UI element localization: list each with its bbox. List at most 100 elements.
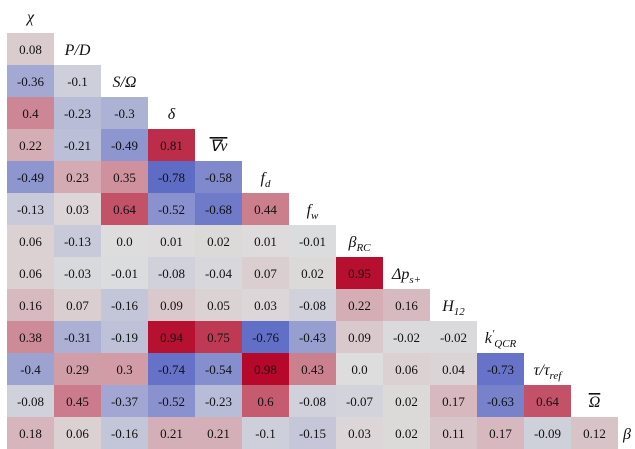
heatmap-cell [7, 161, 54, 193]
cell-value-label: -0.78 [158, 170, 185, 185]
cell-value-label: -0.08 [158, 266, 185, 281]
cell-value-label: 0.07 [66, 298, 89, 313]
cell-value-label: 0.3 [116, 362, 132, 377]
cell-value-label: 0.01 [254, 234, 277, 249]
heatmap-cell [7, 417, 54, 449]
variable-label: Δps+ [391, 266, 421, 286]
variable-label: S/Ω [112, 74, 136, 91]
cell-value-label: -0.09 [534, 426, 561, 441]
heatmap-cell [242, 257, 289, 289]
heatmap-cell [7, 129, 54, 161]
cell-value-label: 0.95 [348, 266, 371, 281]
heatmap-cell [383, 321, 430, 353]
cell-value-label: -0.68 [205, 202, 232, 217]
cell-value-label: -0.54 [205, 362, 233, 377]
cell-value-label: 0.06 [395, 362, 418, 377]
heatmap-cell [54, 129, 101, 161]
heatmap-cell [383, 385, 430, 417]
heatmap-cell [54, 65, 101, 97]
heatmap-cell [54, 385, 101, 417]
heatmap-cell [524, 417, 571, 449]
variable-label: P/D [64, 42, 91, 59]
cell-value-label: 0.45 [66, 394, 89, 409]
cell-value-label: -0.01 [299, 234, 326, 249]
variable-label: fd [261, 170, 271, 190]
cell-value-label: 0.02 [395, 426, 418, 441]
cell-value-label: -0.37 [111, 394, 139, 409]
heatmap-cell [242, 417, 289, 449]
heatmap-cell [101, 385, 148, 417]
heatmap-cell [148, 353, 195, 385]
heatmap-cell [289, 385, 336, 417]
cell-value-label: 0.17 [489, 426, 512, 441]
heatmap-cell [430, 353, 477, 385]
cell-value-label: 0.05 [207, 298, 230, 313]
cell-value-label: 0.16 [19, 298, 42, 313]
heatmap-cell [7, 225, 54, 257]
heatmap-cell [336, 417, 383, 449]
heatmap-cell [477, 353, 524, 385]
heatmap-cell [7, 289, 54, 321]
cell-value-label: 0.11 [442, 426, 464, 441]
heatmap-cell [195, 353, 242, 385]
heatmap-cell [383, 353, 430, 385]
heatmap-cell [54, 257, 101, 289]
heatmap-cell [195, 161, 242, 193]
cell-value-label: -0.1 [255, 426, 276, 441]
cell-value-label: 0.21 [207, 426, 230, 441]
cell-value-label: 0.6 [257, 394, 274, 409]
cell-value-label: 0.21 [160, 426, 183, 441]
cell-value-label: -0.15 [299, 426, 326, 441]
heatmap-cell [54, 97, 101, 129]
heatmap-cell [242, 321, 289, 353]
cell-value-label: -0.23 [205, 394, 232, 409]
heatmap-cell [54, 353, 101, 385]
heatmap-cell [289, 225, 336, 257]
heatmap-cell [7, 97, 54, 129]
heatmap-cell [430, 385, 477, 417]
cell-value-label: -0.36 [17, 74, 45, 89]
cell-value-label: 0.06 [19, 234, 42, 249]
heatmap-cell [430, 417, 477, 449]
heatmap-cell [242, 385, 289, 417]
heatmap-cell [195, 385, 242, 417]
cell-value-label: 0.23 [66, 170, 89, 185]
cell-value-label: 0.22 [19, 138, 42, 153]
cell-value-label: 0.01 [160, 234, 183, 249]
heatmap-cell [477, 417, 524, 449]
cell-value-label: 0.44 [254, 202, 277, 217]
heatmap-cell [148, 129, 195, 161]
cell-value-label: -0.49 [111, 138, 138, 153]
cell-value-label: 0.02 [207, 234, 230, 249]
heatmap-cell [7, 321, 54, 353]
cell-value-label: -0.01 [111, 266, 138, 281]
heatmap-cell [101, 353, 148, 385]
cell-value-label: 0.03 [254, 298, 277, 313]
cell-value-label: -0.07 [346, 394, 374, 409]
variable-label: τ/τref [534, 362, 564, 382]
heatmap-cell [571, 417, 618, 449]
cell-value-label: -0.63 [487, 394, 514, 409]
heatmap-cell [7, 353, 54, 385]
heatmap-cell [7, 33, 54, 65]
cell-value-label: 0.09 [348, 330, 371, 345]
heatmap-cell [477, 385, 524, 417]
cell-value-label: 0.04 [442, 362, 465, 377]
heatmap-cell [148, 193, 195, 225]
cell-value-label: -0.03 [64, 266, 91, 281]
heatmap-cell [7, 65, 54, 97]
heatmap-cell [101, 321, 148, 353]
cell-value-label: 0.12 [583, 426, 606, 441]
heatmap-cell [7, 385, 54, 417]
cell-value-label: -0.3 [114, 106, 135, 121]
heatmap-cell [289, 321, 336, 353]
cell-value-label: -0.1 [67, 74, 88, 89]
cell-value-label: -0.73 [487, 362, 514, 377]
cell-value-label: -0.08 [299, 298, 326, 313]
cell-value-label: -0.13 [17, 202, 44, 217]
variable-label: δ [168, 106, 176, 123]
cell-value-label: -0.23 [64, 106, 91, 121]
cell-value-label: 0.64 [536, 394, 559, 409]
heatmap-cell [242, 353, 289, 385]
heatmap-cell [195, 257, 242, 289]
